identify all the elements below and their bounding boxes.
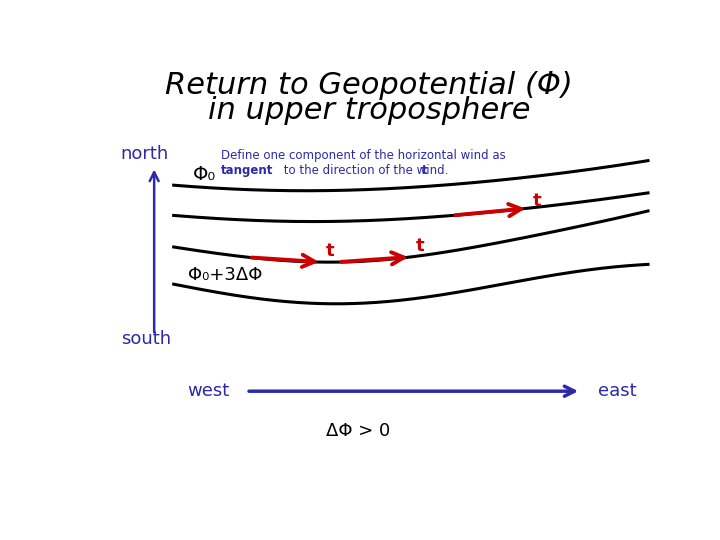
Text: Φ₀: Φ₀ (193, 165, 217, 185)
Text: ΔΦ > 0: ΔΦ > 0 (325, 422, 390, 440)
Text: Define one component of the horizontal wind as: Define one component of the horizontal w… (221, 149, 506, 162)
Text: south: south (121, 330, 171, 348)
Text: Return to Geopotential (Φ): Return to Geopotential (Φ) (165, 71, 573, 100)
Text: Φ₀+3ΔΦ: Φ₀+3ΔΦ (188, 266, 262, 284)
Text: t: t (326, 242, 335, 260)
Text: in upper troposphere: in upper troposphere (208, 96, 530, 125)
Text: east: east (598, 382, 636, 400)
Text: t: t (415, 237, 424, 255)
Text: to the direction of the wind.: to the direction of the wind. (280, 164, 452, 177)
Text: west: west (187, 382, 230, 400)
Text: t: t (533, 192, 541, 210)
Text: tangent: tangent (221, 164, 274, 177)
Text: north: north (121, 145, 169, 163)
Text: t: t (422, 164, 428, 177)
